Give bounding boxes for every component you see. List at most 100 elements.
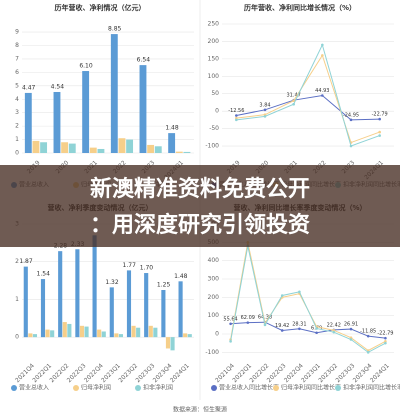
point — [263, 323, 267, 327]
data-label: 28.31 — [292, 321, 306, 327]
point — [349, 144, 353, 148]
line — [230, 321, 386, 339]
y-tick-label: -100 — [205, 143, 219, 150]
point — [321, 43, 324, 47]
bar — [28, 333, 33, 338]
bar — [97, 148, 105, 153]
point — [229, 340, 232, 343]
bar — [131, 325, 136, 338]
data-label: 44.93 — [315, 88, 329, 94]
data-label: 64.38 — [258, 315, 272, 321]
bar — [187, 334, 192, 338]
y-tick-label: 7 — [15, 55, 19, 62]
bar — [32, 334, 38, 338]
legend-swatch — [273, 385, 279, 391]
y-tick-label: 1 — [15, 296, 19, 303]
bar — [153, 327, 158, 338]
y-tick-label: 8 — [15, 42, 19, 49]
bar — [82, 71, 90, 153]
point — [235, 118, 238, 122]
bar — [92, 235, 97, 338]
point — [366, 349, 370, 352]
bar — [118, 138, 126, 153]
legend-swatch — [11, 385, 17, 391]
bar — [114, 333, 119, 338]
bar — [109, 287, 114, 338]
point — [321, 94, 324, 97]
y-tick-label: 9 — [15, 29, 19, 36]
bar — [23, 266, 28, 338]
line — [230, 245, 386, 353]
y-tick-label: 4 — [15, 96, 19, 103]
point — [292, 99, 295, 103]
bar — [24, 92, 32, 153]
bar — [165, 337, 171, 349]
data-label: 4.54 — [51, 83, 65, 90]
point — [349, 327, 353, 331]
point — [298, 327, 301, 331]
banner-bg — [0, 165, 400, 247]
point — [384, 336, 387, 340]
data-label: 1.48 — [165, 125, 179, 132]
data-label: 6.10 — [79, 63, 93, 70]
legend-label: 扣非净利润 — [143, 384, 173, 392]
bar — [68, 143, 76, 153]
bar — [40, 142, 48, 153]
legend-swatch — [73, 385, 79, 391]
bar — [75, 249, 80, 338]
data-label: -22.79 — [372, 112, 388, 118]
point — [246, 321, 250, 324]
point — [349, 336, 353, 339]
bar — [144, 273, 149, 338]
line — [236, 43, 380, 147]
data-label: 1.70 — [140, 265, 154, 272]
bar — [168, 133, 176, 153]
data-label: 6.54 — [137, 57, 151, 64]
point — [229, 322, 232, 326]
data-label: 26.91 — [344, 322, 358, 328]
bar — [79, 325, 85, 338]
y-tick-label: 300 — [208, 276, 220, 283]
point — [235, 114, 238, 117]
point — [384, 340, 387, 343]
bar — [183, 333, 188, 338]
y-tick-label: 6 — [15, 69, 19, 76]
y-tick-label: 100 — [208, 312, 220, 319]
bar — [175, 151, 183, 153]
point — [349, 118, 353, 122]
point — [280, 294, 284, 297]
y-tick-label: 5 — [15, 82, 19, 89]
bar — [53, 91, 61, 153]
legend-label: 扣非净利润同比增长率 — [343, 384, 400, 392]
point — [321, 54, 324, 57]
data-label: 1.48 — [174, 273, 188, 280]
banner-line: ：用深度研究引领投资 — [90, 212, 310, 238]
data-label: 1.77 — [123, 262, 137, 269]
bar — [161, 290, 166, 338]
point — [366, 334, 370, 338]
legend-swatch — [135, 385, 141, 391]
y-tick-label: 1 — [15, 136, 19, 143]
point — [263, 108, 267, 112]
data-label: 1.87 — [19, 258, 33, 265]
bar — [50, 330, 55, 338]
data-label: -24.95 — [343, 112, 359, 118]
bar — [154, 146, 162, 153]
data-label: -11.85 — [360, 329, 376, 335]
bar — [97, 329, 102, 338]
point — [366, 351, 370, 354]
legend-label: 营业总收入 — [19, 384, 49, 392]
data-label: -12.56 — [228, 108, 244, 114]
point — [263, 115, 267, 118]
data-label: 3.84 — [259, 102, 270, 108]
bar — [126, 270, 132, 338]
point — [378, 117, 381, 121]
point — [292, 102, 295, 106]
y-tick-label: 0 — [15, 150, 19, 157]
data-label: 19.42 — [275, 323, 289, 329]
data-label: 1.25 — [157, 282, 171, 289]
bar — [67, 323, 72, 338]
line — [236, 94, 380, 121]
bar — [147, 144, 155, 153]
